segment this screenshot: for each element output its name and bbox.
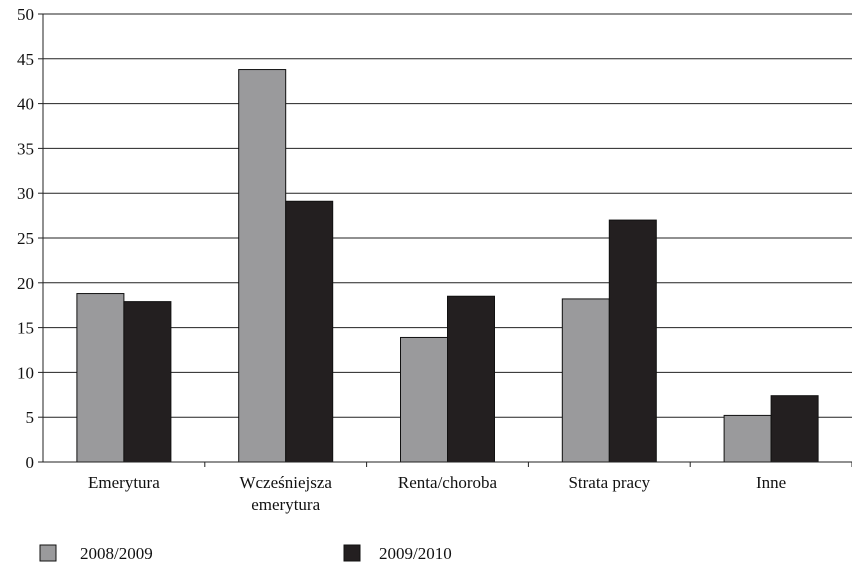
x-tick-label: Wcześniejsza emerytura [239,473,332,514]
bars [76,69,819,463]
y-tick-label: 15 [17,319,34,338]
y-tick-label: 30 [17,184,34,203]
y-tick-label: 5 [26,408,35,427]
bar-series-2 [447,295,495,463]
y-tick-label: 45 [17,50,34,69]
x-tick-label: Inne [756,473,786,492]
axes [42,14,852,467]
gridlines [43,13,852,418]
x-axis-labels: Emerytura Wcześniejsza emerytura Renta/chor… [88,473,786,514]
bar-series-2 [285,200,334,463]
bar-series-1 [76,293,125,463]
bar-series-2 [770,395,819,463]
x-tick-label-line: Strata pracy [568,473,650,492]
x-tick-label-line: Renta/choroba [398,473,498,492]
y-tick-label: 20 [17,274,34,293]
y-tick-label: 25 [17,229,34,248]
x-tick-label-line: Emerytura [88,473,160,492]
y-tick-label: 10 [17,363,34,382]
bar-series-1 [561,298,610,463]
y-tick-label: 40 [17,95,34,114]
y-tick-label: 50 [17,5,34,24]
x-tick-label-line: Wcześniejsza [239,473,332,492]
legend-swatch [39,544,57,562]
legend-swatch [343,544,361,562]
bar-series-2 [608,219,657,463]
x-tick-label: Renta/choroba [398,473,498,492]
legend: 2008/2009 2009/2010 [39,544,452,563]
legend-label: 2009/2010 [379,544,452,563]
bar-series-1 [238,69,287,463]
bar-series-1 [400,336,448,463]
bar-series-1 [723,414,772,463]
y-axis-ticks: 0 5 10 15 20 25 30 35 40 45 50 [17,5,43,472]
x-tick-label: Emerytura [88,473,160,492]
y-tick-label: 35 [17,139,34,158]
x-tick-label-line: Inne [756,473,786,492]
y-tick-label: 0 [26,453,35,472]
bar-series-2 [123,301,172,463]
x-tick-label-line: emerytura [251,495,320,514]
legend-label: 2008/2009 [80,544,153,563]
x-tick-label: Strata pracy [568,473,650,492]
